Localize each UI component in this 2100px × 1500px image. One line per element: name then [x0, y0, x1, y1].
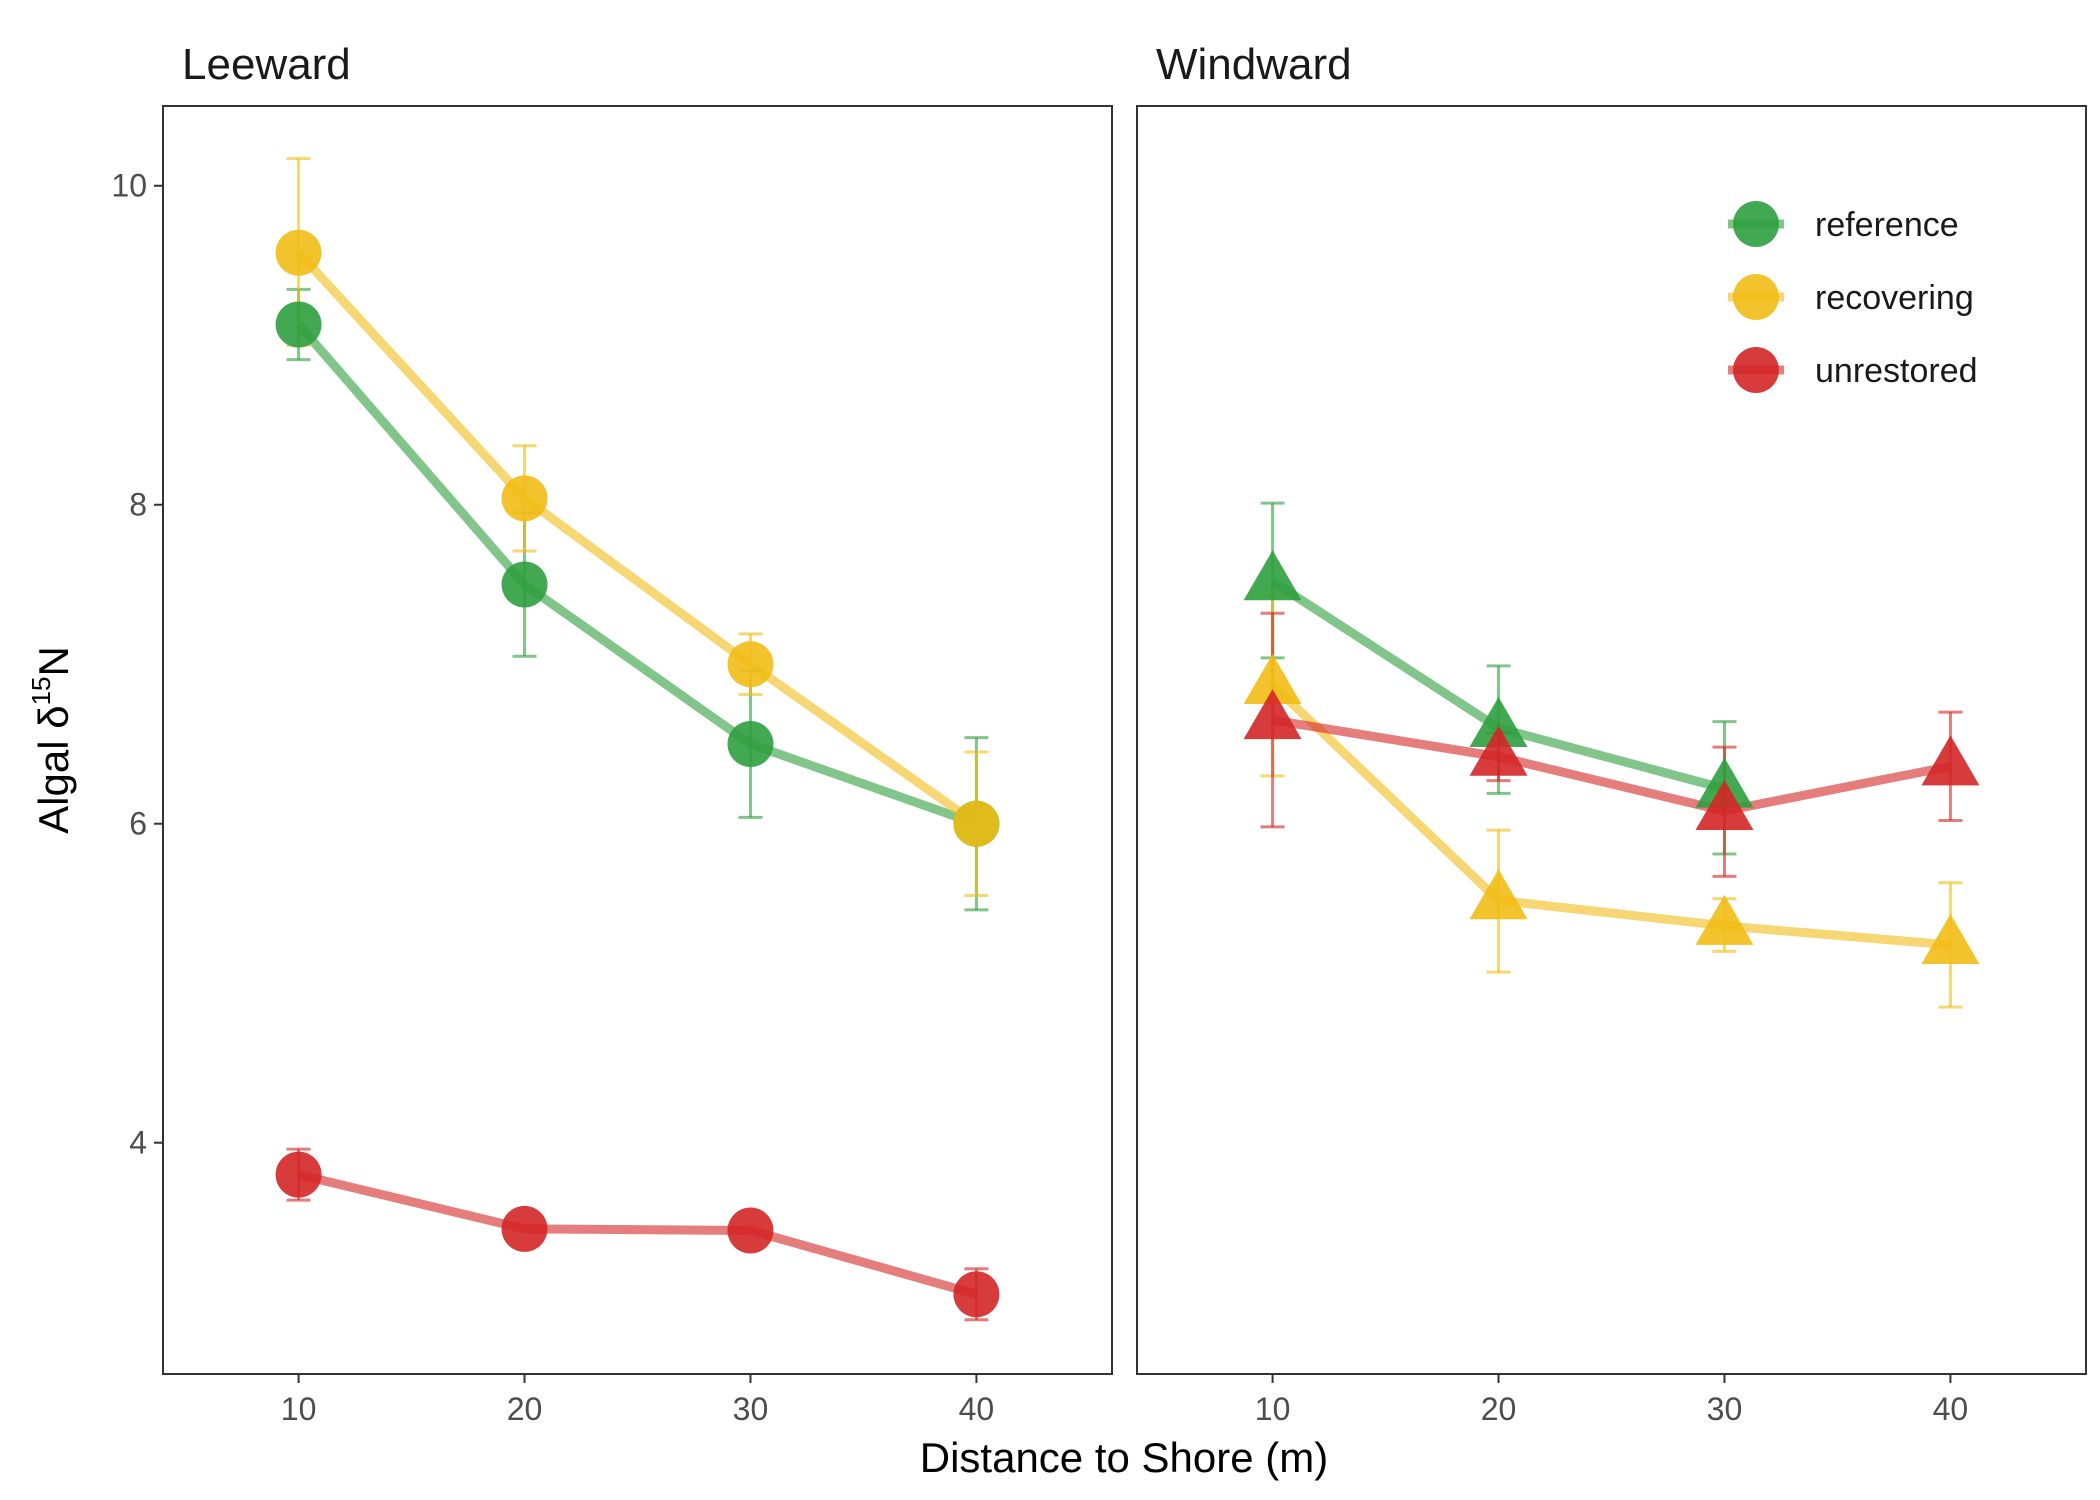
point-unrestored [1695, 779, 1754, 830]
x-tick-label: 30 [733, 1391, 769, 1427]
point-recovering [1695, 894, 1754, 945]
markers [1243, 550, 1980, 964]
legend-key-marker [1733, 201, 1779, 247]
series-layer [1243, 501, 1980, 1009]
x-axis-title: Distance to Shore (m) [920, 1434, 1328, 1481]
x-axis: 10 20 30 40 [281, 1374, 994, 1427]
point-recovering [1469, 869, 1528, 920]
point-reference [501, 561, 548, 608]
series-lines [295, 249, 980, 1299]
panel-windward: Windward 10 20 30 40 [1136, 40, 2087, 1427]
panel-border [162, 105, 1113, 1375]
error-bars [1260, 501, 1963, 1009]
x-tick-label: 20 [1481, 1391, 1517, 1427]
facet-title-windward: Windward [1156, 40, 1352, 89]
y-tick-label: 4 [129, 1125, 147, 1161]
legend-label-unrestored: unrestored [1815, 352, 1978, 390]
point-unrestored [275, 1151, 322, 1198]
legend-label-recovering: recovering [1815, 279, 1974, 317]
point-reference [727, 720, 774, 767]
y-axis-title-main: Algal δ [30, 705, 77, 833]
legend-key-marker [1733, 347, 1779, 393]
series-line-reference [295, 321, 978, 828]
legend: reference recovering unrestored [1728, 201, 1978, 393]
x-axis: 10 20 30 40 [1255, 1374, 1968, 1427]
legend-entry-recovering: recovering [1728, 274, 1974, 320]
point-recovering [727, 641, 774, 688]
error-bars [286, 157, 989, 1322]
point-recovering [953, 800, 1000, 847]
series-line-recovering [295, 249, 980, 828]
y-tick-label: 6 [129, 806, 147, 842]
x-tick-label: 40 [1933, 1391, 1969, 1427]
series-line-unrestored [297, 1170, 978, 1299]
panel-border [1136, 105, 2087, 1375]
point-reference [275, 301, 322, 348]
point-recovering [1921, 913, 1980, 964]
markers [275, 229, 1000, 1318]
point-unrestored [1243, 689, 1302, 740]
point-unrestored [727, 1207, 774, 1254]
point-recovering [501, 475, 548, 522]
legend-key-marker [1733, 274, 1779, 320]
x-tick-label: 20 [507, 1391, 543, 1427]
series-line-recovering [1269, 681, 1951, 950]
legend-entry-reference: reference [1728, 201, 1959, 247]
point-recovering [275, 229, 322, 276]
x-tick-label: 10 [1255, 1391, 1291, 1427]
y-tick-label: 8 [129, 487, 147, 523]
x-tick-label: 10 [281, 1391, 317, 1427]
point-unrestored [1469, 725, 1528, 776]
facet-title-leeward: Leeward [182, 40, 351, 89]
point-recovering [1243, 653, 1302, 704]
x-tick-label: 40 [959, 1391, 995, 1427]
point-unrestored [501, 1205, 548, 1252]
y-axis-title: Algal δ15N [26, 646, 77, 834]
x-tick-label: 30 [1707, 1391, 1743, 1427]
series-layer [275, 157, 1000, 1322]
y-axis-title-tail: N [30, 646, 77, 676]
point-unrestored [953, 1271, 1000, 1318]
panel-leeward: Leeward 4 6 8 10 10 20 30 40 [111, 40, 1113, 1427]
legend-entry-unrestored: unrestored [1728, 347, 1978, 393]
series-line-unrestored [1271, 715, 1952, 816]
y-axis: 4 6 8 10 [111, 168, 163, 1161]
point-reference [1469, 697, 1528, 748]
point-reference [1243, 550, 1302, 601]
y-axis-title-sup: 15 [26, 676, 56, 705]
point-unrestored [1921, 735, 1980, 786]
series-lines [1269, 577, 1952, 950]
legend-label-reference: reference [1815, 206, 1959, 244]
y-tick-label: 10 [111, 168, 147, 204]
